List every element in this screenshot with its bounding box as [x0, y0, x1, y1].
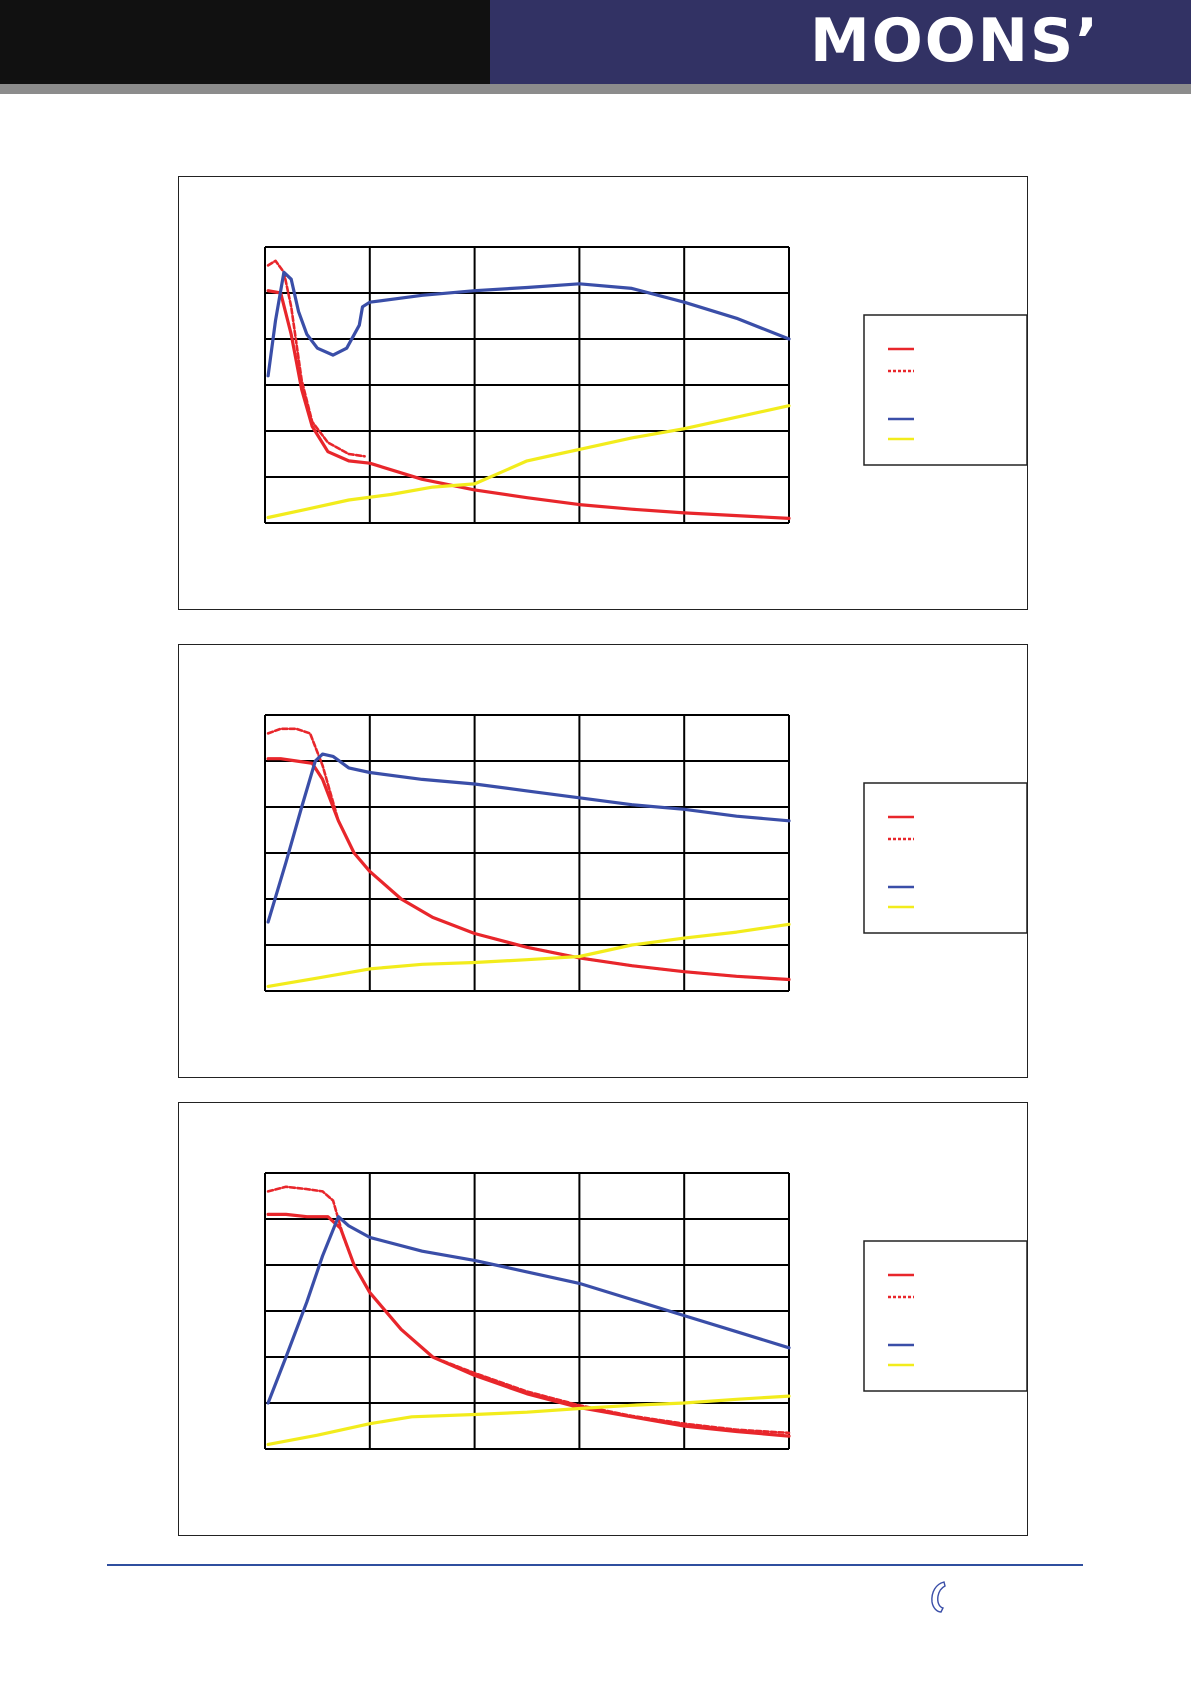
- torque-chart-3: [264, 1172, 1028, 1450]
- torque-chart-1: [264, 246, 1028, 524]
- header-rule: [0, 84, 1191, 94]
- phone-icon: [931, 1581, 946, 1613]
- chart-panel-1: [178, 176, 1028, 610]
- series-line-2: [266, 259, 366, 458]
- series-line-3: [266, 270, 791, 378]
- series-line-3: [266, 752, 791, 924]
- legend-box: [863, 1240, 1028, 1392]
- series-line-1: [266, 289, 791, 520]
- series-line-3: [266, 1215, 791, 1405]
- legend-box: [863, 782, 1028, 934]
- legend-box: [863, 314, 1028, 466]
- header-bar-dark: [0, 0, 490, 84]
- torque-chart-2: [264, 714, 1028, 992]
- series-line-4: [266, 404, 791, 520]
- chart-panel-3: [178, 1102, 1028, 1536]
- header-bar-brand: [490, 0, 1191, 84]
- series-line-2: [266, 727, 791, 981]
- series-line-4: [266, 1394, 791, 1446]
- series-line-4: [266, 922, 791, 988]
- chart-panel-2: [178, 644, 1028, 1078]
- footer-rule: [107, 1564, 1083, 1566]
- moons-logo: MOONS’: [810, 6, 1100, 76]
- series-line-2: [266, 1185, 791, 1435]
